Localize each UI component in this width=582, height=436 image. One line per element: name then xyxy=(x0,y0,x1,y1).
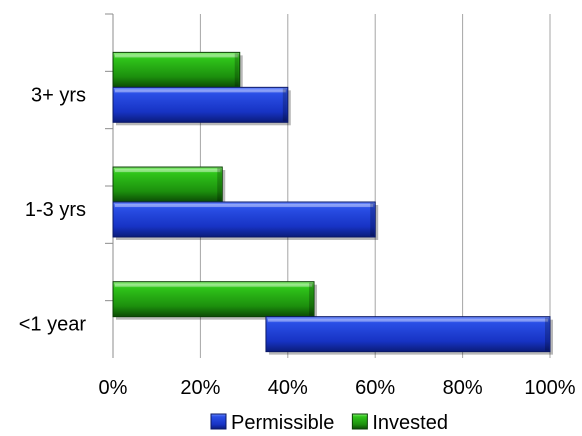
x-tick-label: 20% xyxy=(180,377,220,399)
bar-invested-3-yrs xyxy=(112,51,243,91)
bar-invested-1-3-yrs xyxy=(112,166,226,205)
x-tick-label: 80% xyxy=(443,377,483,399)
legend-label: Permissible xyxy=(231,412,334,434)
bar-permissible-3-yrs xyxy=(112,86,291,126)
bar-permissible-1-year xyxy=(265,316,553,355)
legend: Permissible Invested xyxy=(210,412,448,434)
y-tick-label-1-year: <1 year xyxy=(19,314,87,336)
x-tick-label: 40% xyxy=(268,377,308,399)
legend-swatch xyxy=(351,413,368,430)
legend-label: Invested xyxy=(372,412,448,434)
legend-swatch xyxy=(210,413,227,430)
y-tick-label-1-3-yrs: 1-3 yrs xyxy=(25,199,86,221)
x-tick-label: 100% xyxy=(524,377,575,399)
bar-permissible-1-3-yrs xyxy=(112,201,379,240)
x-tick-label: 60% xyxy=(355,377,395,399)
bar-invested-1-year xyxy=(112,281,318,320)
y-axis xyxy=(105,13,114,358)
tick-labels: 0% 20% 40% 60% 80% 100% 3+ yrs 1-3 yrs <1 year xyxy=(19,84,576,399)
bars xyxy=(112,51,553,355)
y-tick-label-3-yrs: 3+ yrs xyxy=(31,84,86,106)
legend-item-permissible: Permissible xyxy=(210,412,334,434)
legend-item-invested: Invested xyxy=(351,412,448,434)
x-tick-label: 0% xyxy=(99,377,128,399)
